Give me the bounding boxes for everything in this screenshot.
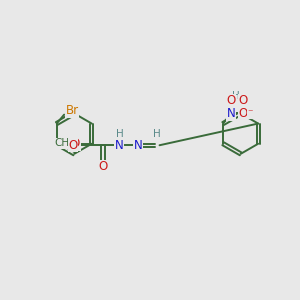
Text: H: H xyxy=(232,91,240,100)
Text: H: H xyxy=(116,129,123,139)
Text: ⁻: ⁻ xyxy=(248,108,253,118)
Text: N: N xyxy=(226,107,235,120)
Text: O: O xyxy=(71,137,80,150)
Text: N: N xyxy=(115,139,124,152)
Text: O: O xyxy=(98,160,108,173)
Text: O: O xyxy=(68,139,77,152)
Text: O: O xyxy=(238,107,248,120)
Text: O: O xyxy=(238,94,248,107)
Text: N: N xyxy=(134,139,142,152)
Text: H: H xyxy=(153,129,161,139)
Text: O: O xyxy=(226,94,236,107)
Text: Br: Br xyxy=(66,104,79,117)
Text: CH₃: CH₃ xyxy=(54,139,74,148)
